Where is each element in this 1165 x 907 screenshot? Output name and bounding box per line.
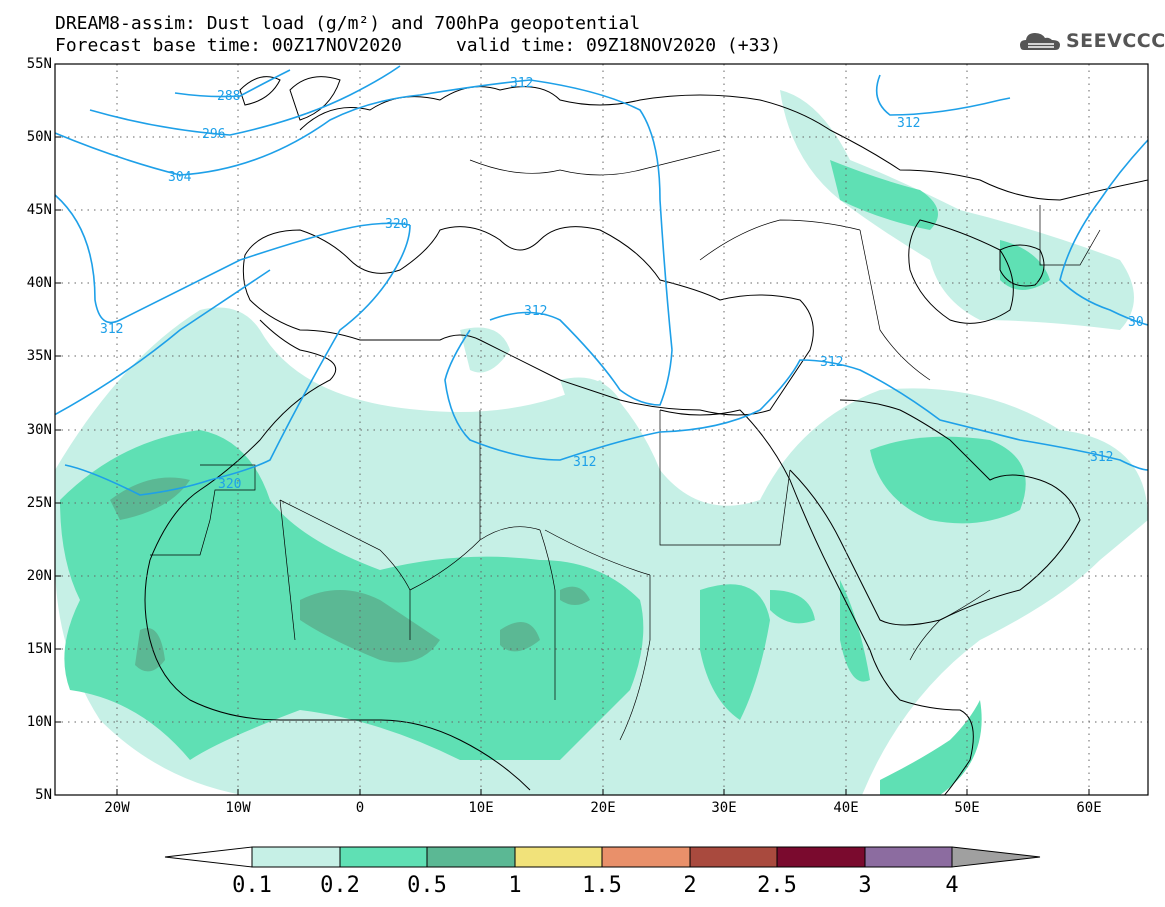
lat-label: 30N xyxy=(26,422,52,438)
colorbar-bin xyxy=(514,846,603,868)
lat-label: 15N xyxy=(26,641,52,657)
lat-label: 25N xyxy=(26,495,52,511)
colorbar-tick-label: 0.2 xyxy=(320,873,360,898)
colorbar-bin xyxy=(339,846,428,868)
contour-label: 320 xyxy=(218,477,241,492)
colorbar-bin xyxy=(689,846,778,868)
cloud-logo-icon xyxy=(1020,33,1060,50)
lat-label: 55N xyxy=(26,56,52,72)
contour-label: 312 xyxy=(573,455,596,470)
forecast-times: Forecast base time: 00Z17NOV2020 valid t… xyxy=(55,35,782,56)
graticule xyxy=(55,64,1148,795)
lat-label: 10N xyxy=(26,714,52,730)
colorbar-tick-label: 0.1 xyxy=(232,873,272,898)
colorbar-tick-label: 1 xyxy=(508,873,522,898)
colorbar-tick-label: 0.5 xyxy=(407,873,447,898)
seevccc-logo-text: SEEVCCC xyxy=(1066,30,1165,52)
colorbar-tick-label: 2.5 xyxy=(757,873,797,898)
contour-label: 30 xyxy=(1128,315,1144,330)
lat-label: 40N xyxy=(26,275,52,291)
contour-label: 312 xyxy=(897,116,920,131)
colorbar-tick-label: 1.5 xyxy=(582,873,622,898)
colorbar-low-arrow xyxy=(164,846,253,868)
lon-label: 50E xyxy=(954,800,980,816)
colorbar-bin xyxy=(426,846,516,868)
contour-label: 312 xyxy=(510,76,533,91)
lon-label: 10E xyxy=(468,800,494,816)
contour-label: 320 xyxy=(385,217,408,232)
contour-label: 312 xyxy=(524,304,547,319)
colorbar-bin xyxy=(601,846,691,868)
dust-high-areas xyxy=(110,477,590,672)
axis-ticks xyxy=(55,63,1090,795)
lat-label: 35N xyxy=(26,348,52,364)
country-borders xyxy=(150,149,1101,741)
colorbar-high-arrow xyxy=(951,846,1041,868)
colorbar-tick-label: 3 xyxy=(858,873,872,898)
contour-label: 288 xyxy=(217,89,240,104)
lon-label: 60E xyxy=(1076,800,1102,816)
colorbar-bin xyxy=(251,846,341,868)
lon-label: 30E xyxy=(711,800,737,816)
contour-label: 296 xyxy=(202,127,225,142)
contour-labels: 288 296 304 312 320 312 320 312 312 312 … xyxy=(100,76,1144,492)
colorbar-bin xyxy=(776,846,866,868)
lat-label: 5N xyxy=(35,787,52,803)
lon-label: 20E xyxy=(590,800,616,816)
lat-label: 45N xyxy=(26,202,52,218)
contour-label: 312 xyxy=(1090,450,1113,465)
dust-shading xyxy=(55,90,1148,795)
contour-label: 312 xyxy=(100,322,123,337)
lon-label: 10W xyxy=(225,800,251,816)
colorbar-tick-label: 2 xyxy=(683,873,697,898)
lat-label: 50N xyxy=(26,129,52,145)
geopotential-contours xyxy=(55,65,1148,496)
contour-label: 304 xyxy=(168,170,192,185)
contour-label: 312 xyxy=(820,355,843,370)
colorbar xyxy=(164,846,1041,868)
colorbar-bin xyxy=(864,846,953,868)
lon-label: 40E xyxy=(833,800,859,816)
lon-label: 0 xyxy=(355,800,365,816)
map-title: DREAM8-assim: Dust load (g/m²) and 700hP… xyxy=(55,13,641,34)
lat-label: 20N xyxy=(26,568,52,584)
lon-label: 20W xyxy=(104,800,130,816)
colorbar-tick-label: 4 xyxy=(945,873,959,898)
coastlines xyxy=(144,76,1148,795)
